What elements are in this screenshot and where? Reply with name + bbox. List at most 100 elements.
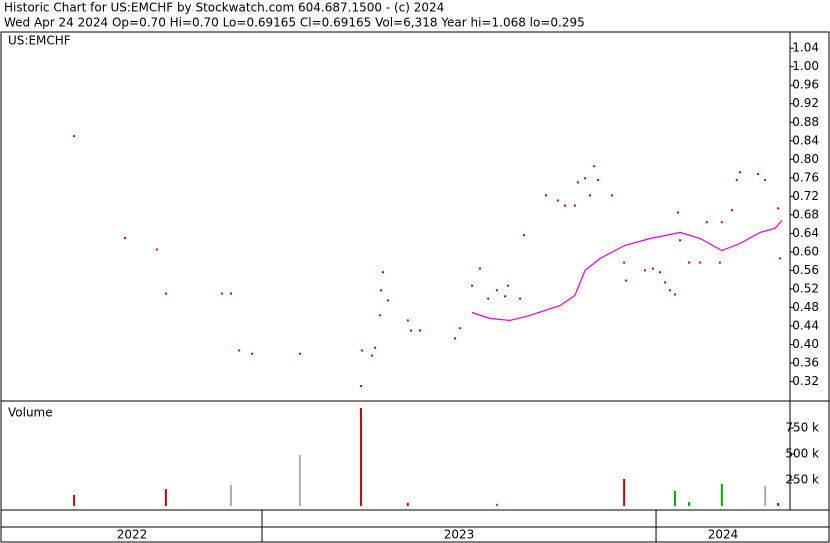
- price-point: [406, 319, 409, 322]
- volume-bar: [495, 503, 498, 506]
- price-point: [610, 194, 613, 197]
- y-tick-label: 0.40: [792, 337, 819, 351]
- price-point: [731, 209, 734, 212]
- price-point: [487, 297, 490, 300]
- price-point: [251, 352, 254, 355]
- y-tick-label: 0.32: [792, 374, 819, 388]
- volume-bar: [720, 483, 723, 506]
- y-tick-label: 0.36: [792, 355, 819, 369]
- y-tick-label: 0.64: [792, 226, 819, 240]
- price-point: [361, 349, 364, 352]
- price-point: [387, 299, 390, 302]
- y-tick-label: 0.48: [792, 300, 819, 314]
- price-point: [545, 194, 548, 197]
- price-point: [777, 207, 780, 210]
- price-point: [454, 337, 457, 340]
- price-point: [220, 292, 223, 295]
- price-point: [370, 354, 373, 357]
- y-tick-label: 0.44: [792, 318, 819, 332]
- price-point: [738, 171, 741, 174]
- y-tick-label: 1.00: [792, 59, 819, 73]
- price-point: [651, 267, 654, 270]
- price-point: [73, 135, 76, 138]
- price-point: [673, 293, 676, 296]
- price-point: [679, 239, 682, 242]
- frame: [0, 31, 830, 543]
- price-point: [471, 284, 474, 287]
- price-point: [573, 204, 576, 207]
- volume-bar: [406, 502, 409, 506]
- volume-bar: [73, 494, 76, 506]
- y-tick-label: 0.68: [792, 207, 819, 221]
- price-point: [419, 329, 422, 332]
- price-point: [688, 261, 691, 264]
- y-tick-label: 0.96: [792, 78, 819, 92]
- price-point: [123, 236, 126, 239]
- price-point: [699, 261, 702, 264]
- price-point: [504, 295, 507, 298]
- price-point: [298, 352, 301, 355]
- price-point: [764, 179, 767, 182]
- legend-entry: US:EMCHF: [8, 34, 71, 48]
- price-point: [588, 194, 591, 197]
- price-point: [523, 234, 526, 237]
- y-tick-label: 500 k: [785, 447, 819, 461]
- price-point: [380, 289, 383, 292]
- price-point: [378, 314, 381, 317]
- price-point: [556, 199, 559, 202]
- volume-bar: [359, 408, 362, 506]
- price-point: [623, 261, 626, 264]
- volume-bar: [764, 486, 767, 506]
- chart-subtitle: Wed Apr 24 2024 Op=0.70 Hi=0.70 Lo=0.691…: [4, 16, 585, 30]
- volume-bar: [777, 502, 780, 506]
- y-tick-label: 750 k: [785, 421, 819, 435]
- y-tick-label: 0.76: [792, 170, 819, 184]
- price-point: [506, 284, 509, 287]
- price-point: [564, 204, 567, 207]
- x-tick-label: 2024: [708, 528, 739, 542]
- price-point: [374, 346, 377, 349]
- price-point: [664, 281, 667, 284]
- y-axis-label: Volume: [8, 406, 53, 420]
- y-tick-label: 0.92: [792, 96, 819, 110]
- price-point: [155, 248, 158, 251]
- volume-bar: [673, 491, 676, 506]
- price-point: [677, 211, 680, 214]
- price-point: [381, 271, 384, 274]
- y-tick-label: 250 k: [785, 473, 819, 487]
- y-tick-label: 0.60: [792, 244, 819, 258]
- volume-bar: [229, 484, 232, 506]
- price-point: [658, 271, 661, 274]
- price-point: [597, 179, 600, 182]
- price-point: [779, 257, 782, 260]
- price-point: [735, 179, 738, 182]
- price-point: [409, 329, 412, 332]
- price-point: [593, 165, 596, 168]
- volume-bar: [623, 478, 626, 506]
- price-point: [577, 181, 580, 184]
- price-point: [584, 177, 587, 180]
- price-point: [359, 385, 362, 388]
- x-tick-label: 2023: [444, 528, 475, 542]
- y-tick-label: 0.52: [792, 281, 819, 295]
- chart-title: Historic Chart for US:EMCHF by Stockwatc…: [4, 1, 444, 15]
- volume-bar: [688, 501, 691, 506]
- price-point: [238, 349, 241, 352]
- volume-bar: [298, 455, 301, 506]
- price-point: [519, 297, 522, 300]
- price-point: [495, 289, 498, 292]
- y-tick-label: 0.88: [792, 115, 819, 129]
- y-tick-label: 1.04: [792, 41, 819, 55]
- price-point: [757, 173, 760, 176]
- volume-bar: [164, 489, 167, 506]
- y-tick-label: 0.80: [792, 152, 819, 166]
- price-point: [644, 269, 647, 272]
- price-point: [458, 327, 461, 330]
- price-point: [478, 267, 481, 270]
- moving-average: [471, 219, 783, 322]
- y-tick-label: 0.84: [792, 133, 819, 147]
- price-point: [164, 292, 167, 295]
- x-tick-label: 2022: [117, 528, 148, 542]
